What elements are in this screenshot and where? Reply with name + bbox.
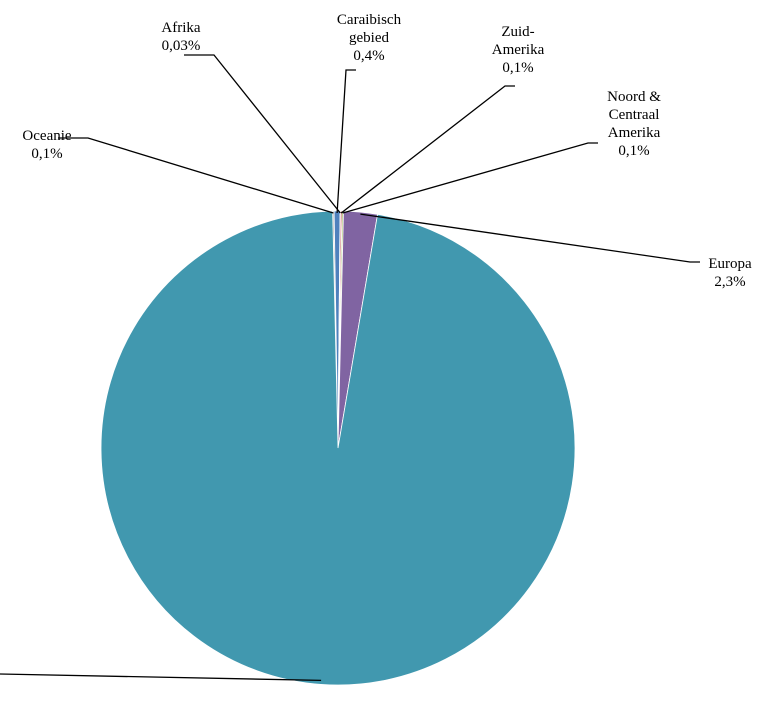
slice-label-zuid-amerika: Zuid- <box>501 24 534 40</box>
leader-line-oceanie <box>58 137 334 214</box>
pie-slice-main <box>100 210 576 686</box>
slice-label-caraibisch: Caraibisch <box>337 12 402 28</box>
slice-label-noord-centraal-amerika: Centraal <box>609 107 660 123</box>
slice-percent-europa: 2,3% <box>714 274 745 290</box>
leader-line-afrika <box>184 54 341 214</box>
leader-line-europa <box>360 213 700 263</box>
leader-line-main <box>0 673 322 682</box>
slices-layer <box>100 210 576 686</box>
slice-label-noord-centraal-amerika: Amerika <box>608 125 661 141</box>
leader-line-caraibisch <box>336 69 356 214</box>
slice-percent-zuid-amerika: 0,1% <box>502 60 533 76</box>
labels-layer: Oceanie 0,1% Caraibisch gebied 0,4% Afrika 0,0… <box>22 12 752 290</box>
slice-percent-oceanie: 0,1% <box>31 146 62 162</box>
slice-label-noord-centraal-amerika: Noord & <box>607 89 661 105</box>
slice-label-afrika: Afrika <box>161 20 200 36</box>
leader-lines-layer <box>0 54 700 682</box>
slice-percent-afrika: 0,03% <box>162 38 201 54</box>
slice-label-zuid-amerika: Amerika <box>492 42 545 58</box>
slice-label-caraibisch: gebied <box>349 30 389 46</box>
slice-label-europa: Europa <box>708 256 752 272</box>
slice-percent-caraibisch: 0,4% <box>353 48 384 64</box>
slice-label-oceanie: Oceanie <box>22 128 71 144</box>
leader-line-noord-centraal-amerika <box>342 142 598 214</box>
slice-percent-noord-centraal-amerika: 0,1% <box>618 143 649 159</box>
leader-line-zuid-amerika <box>340 85 515 214</box>
